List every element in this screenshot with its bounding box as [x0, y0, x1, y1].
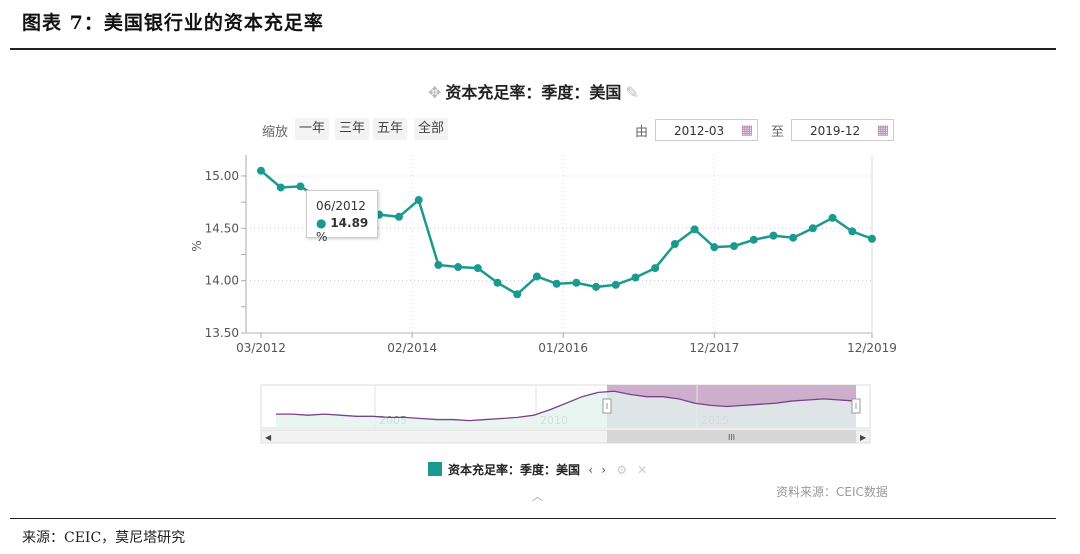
next-chevron-icon[interactable]: › [601, 463, 607, 477]
chart-title-text: 资本充足率：季度：美国 [445, 83, 622, 102]
tooltip-value-row: ● 14.89 % [316, 216, 377, 244]
navigator-line [276, 390, 857, 422]
y-axis-label: % [190, 240, 204, 251]
calendar-icon[interactable]: ▦ [876, 123, 889, 138]
legend[interactable]: 资本充足率：季度：美国 ‹ › ⚙ ✕ [428, 461, 647, 478]
figure-title: 图表 7：美国银行业的资本充足率 [22, 12, 324, 34]
range-to-value: 2019-12 [810, 124, 861, 138]
data-point[interactable] [296, 182, 305, 191]
data-point[interactable] [394, 212, 403, 221]
range-from-label: 由 [635, 125, 649, 140]
data-point[interactable] [611, 280, 620, 289]
bottom-divider [10, 518, 1056, 519]
x-tick-label: 12/2019 [847, 341, 897, 355]
data-point[interactable] [473, 264, 482, 273]
data-point[interactable] [414, 196, 423, 205]
tooltip: 06/2012 ● 14.89 % [306, 190, 378, 244]
range-to-label: 至 [771, 125, 785, 140]
zoom-1y-button[interactable]: 一年 [295, 118, 330, 140]
data-point[interactable] [434, 260, 443, 269]
scroll-right-icon[interactable]: ▶ [860, 433, 867, 442]
calendar-icon[interactable]: ▦ [740, 123, 753, 138]
data-point[interactable] [769, 231, 778, 240]
legend-swatch [428, 462, 442, 476]
gear-icon[interactable]: ⚙ [616, 463, 627, 477]
range-from-input[interactable]: 2012-03 ▦ [655, 119, 758, 141]
scroll-left-icon[interactable]: ◀ [265, 433, 272, 442]
data-point[interactable] [828, 213, 837, 222]
collapse-chevron-icon[interactable]: ︿ [532, 490, 543, 503]
data-point[interactable] [848, 227, 857, 236]
data-point[interactable] [670, 240, 679, 248]
x-tick-label: 12/2017 [689, 341, 739, 355]
x-tick-label: 02/2014 [387, 341, 437, 355]
legend-label: 资本充足率：季度：美国 [448, 463, 581, 477]
y-tick-label: 15.00 [205, 169, 239, 183]
tooltip-unit: % [316, 230, 328, 244]
x-tick-label: 01/2016 [538, 341, 588, 355]
x-tick-label: 03/2012 [236, 341, 286, 355]
close-icon[interactable]: ✕ [637, 463, 648, 477]
data-point[interactable] [868, 234, 876, 243]
scrollbar-thumb[interactable] [607, 430, 856, 443]
data-point[interactable] [513, 290, 522, 299]
tooltip-date: 06/2012 [316, 199, 366, 213]
top-divider [10, 48, 1056, 50]
prev-chevron-icon[interactable]: ‹ [588, 463, 594, 477]
zoom-3y-button[interactable]: 三年 [335, 118, 370, 140]
data-point[interactable] [257, 166, 265, 175]
pencil-icon[interactable]: ✎ [625, 83, 639, 102]
data-point[interactable] [276, 183, 285, 192]
data-point[interactable] [631, 273, 640, 282]
data-point[interactable] [690, 225, 699, 234]
data-point[interactable] [572, 278, 581, 287]
zoom-all-button[interactable]: 全部 [414, 118, 449, 140]
y-tick-label: 14.00 [205, 274, 239, 288]
source-note: 来源：CEIC，莫尼塔研究 [22, 530, 186, 546]
tooltip-dot-icon: ● [316, 216, 327, 230]
data-point[interactable] [808, 224, 817, 233]
data-point[interactable] [493, 278, 502, 287]
data-point[interactable] [749, 235, 758, 244]
data-point[interactable] [651, 264, 660, 273]
tooltip-value: 14.89 [330, 216, 369, 230]
y-tick-label: 13.50 [205, 326, 239, 340]
zoom-label: 缩放 [262, 125, 289, 140]
zoom-5y-button[interactable]: 五年 [373, 118, 408, 140]
data-point[interactable] [592, 282, 601, 291]
range-from-value: 2012-03 [674, 124, 725, 138]
scrollbar-grip: III [728, 433, 735, 442]
data-point[interactable] [789, 233, 798, 242]
credit-text: 资料来源：CEIC数据 [776, 485, 888, 499]
data-point[interactable] [552, 279, 561, 288]
data-point[interactable] [532, 272, 541, 281]
chart-title: ✥ 资本充足率：季度：美国 ✎ [428, 79, 639, 103]
move-icon[interactable]: ✥ [428, 83, 442, 102]
data-point[interactable] [710, 243, 719, 252]
y-tick-label: 14.50 [205, 221, 239, 235]
range-to-input[interactable]: 2019-12 ▦ [791, 119, 894, 141]
data-point[interactable] [730, 242, 739, 251]
data-point[interactable] [454, 263, 463, 272]
